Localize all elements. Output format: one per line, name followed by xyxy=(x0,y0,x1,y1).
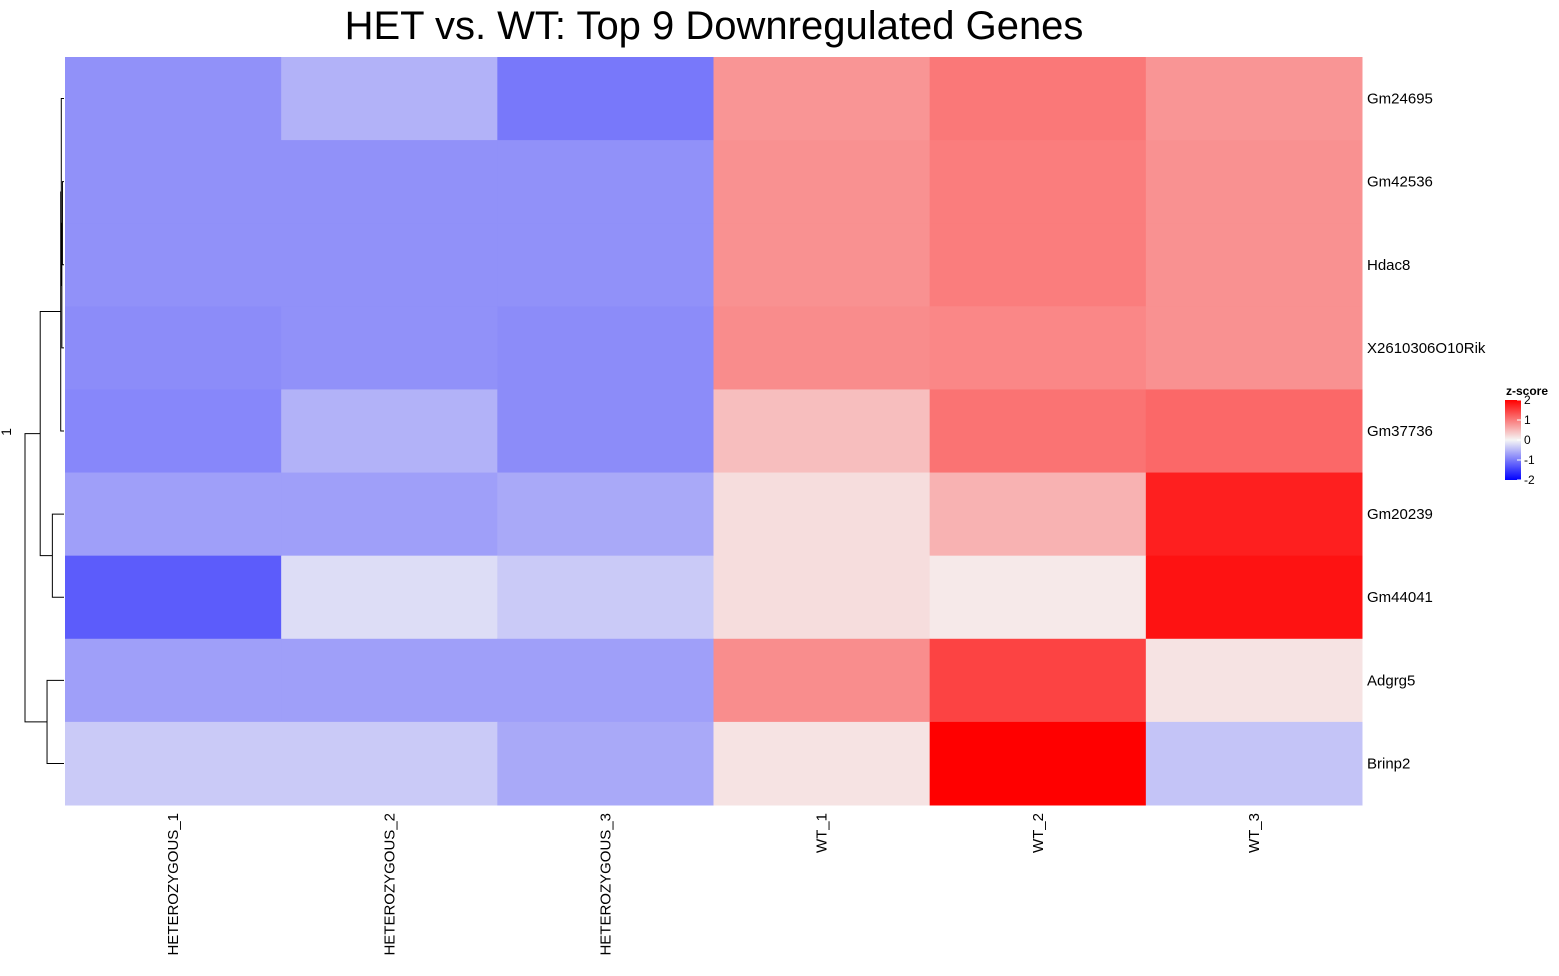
heatmap-cell xyxy=(929,389,1147,474)
heatmap-cell xyxy=(65,472,282,557)
heatmap-cell xyxy=(929,223,1147,307)
row-label: Adgrg5 xyxy=(1367,672,1415,689)
heatmap-cell xyxy=(497,721,714,806)
heatmap-cell xyxy=(929,555,1147,640)
heatmap-cell xyxy=(497,306,714,390)
heatmap-cell xyxy=(281,389,498,474)
dendrogram-branch xyxy=(24,433,48,723)
heatmap-cell xyxy=(65,721,282,806)
heatmap-cell xyxy=(281,638,498,723)
heatmap-cell xyxy=(497,140,714,224)
row-label: Gm37736 xyxy=(1367,423,1433,440)
row-label: X2610306O10Rik xyxy=(1367,340,1486,357)
heatmap-cell xyxy=(929,638,1147,723)
legend-tick-label: -1 xyxy=(1524,453,1535,467)
heatmap-cell xyxy=(713,555,931,640)
column-label: WT_2 xyxy=(1030,813,1047,853)
heatmap-cell xyxy=(713,223,931,307)
heatmap-cell xyxy=(497,389,714,474)
heatmap-cell xyxy=(65,306,282,390)
heatmap-cell xyxy=(1145,223,1363,307)
dendrogram-branch xyxy=(46,679,64,764)
column-label: HETEROZYGOUS_2 xyxy=(381,813,398,956)
heatmap-cell xyxy=(65,638,282,723)
heatmap-cell xyxy=(281,306,498,390)
heatmap-cell xyxy=(497,472,714,557)
heatmap-cell xyxy=(713,472,931,557)
heatmap-cell xyxy=(281,721,498,806)
color-legend: z-score 2 1 0 -1 -2 xyxy=(1505,384,1548,487)
row-label: Gm42536 xyxy=(1367,174,1433,191)
row-label: Gm44041 xyxy=(1367,589,1433,606)
heatmap-cell xyxy=(65,223,282,307)
legend-tick-label: -2 xyxy=(1524,473,1535,487)
heatmap-cell xyxy=(1145,389,1363,474)
heatmap-cell xyxy=(497,57,714,141)
heatmap-cell xyxy=(713,140,931,224)
heatmap-cell xyxy=(497,555,714,640)
dendrogram-branch xyxy=(61,181,64,266)
column-label: HETEROZYGOUS_1 xyxy=(165,813,182,956)
heatmap-cell xyxy=(1145,57,1363,141)
heatmap-cell xyxy=(65,555,282,640)
heatmap-cell xyxy=(65,389,282,474)
dendrogram-branch xyxy=(39,311,61,557)
heatmap-cell xyxy=(1145,472,1363,557)
column-label: WT_3 xyxy=(1246,813,1263,853)
legend-tick-label: 1 xyxy=(1524,413,1531,427)
heatmap-cell xyxy=(281,57,498,141)
legend-tick-label: 2 xyxy=(1524,393,1531,407)
heatmap-cell xyxy=(1145,555,1363,640)
column-labels: HETEROZYGOUS_1 HETEROZYGOUS_2 HETEROZYGOUS… xyxy=(165,813,1263,956)
row-label: Hdac8 xyxy=(1367,257,1410,274)
heatmap-cell xyxy=(281,223,498,307)
legend-ticks: 2 1 0 -1 -2 xyxy=(1517,393,1535,487)
column-label: WT_1 xyxy=(814,813,831,853)
chart-title: HET vs. WT: Top 9 Downregulated Genes xyxy=(344,4,1084,48)
heatmap-cell xyxy=(713,306,931,390)
heatmap-cell xyxy=(281,555,498,640)
dendrogram-branch xyxy=(51,513,64,598)
row-labels: Gm24695 Gm42536 Hdac8 X2610306O10Rik Gm37736… xyxy=(1367,91,1486,773)
heatmap-cell xyxy=(929,721,1147,806)
heatmap-cell xyxy=(497,223,714,307)
row-label: Gm24695 xyxy=(1367,91,1433,108)
heatmap-cell xyxy=(1145,140,1363,224)
heatmap-cell xyxy=(1145,306,1363,390)
column-label: HETEROZYGOUS_3 xyxy=(597,813,614,956)
heatmap-cell xyxy=(65,57,282,141)
heatmap-cell xyxy=(713,57,931,141)
heatmap-cell xyxy=(65,140,282,224)
heatmap-cells xyxy=(65,57,1363,806)
heatmap-cell xyxy=(929,57,1147,141)
heatmap-cell xyxy=(929,306,1147,390)
heatmap-cell xyxy=(1145,721,1363,806)
heatmap-cell xyxy=(281,140,498,224)
row-dendrogram: 1 xyxy=(0,98,64,764)
heatmap-cell xyxy=(281,472,498,557)
legend-tick-label: 0 xyxy=(1524,433,1531,447)
dendrogram-height-label: 1 xyxy=(0,428,14,436)
heatmap-cell xyxy=(713,389,931,474)
heatmap-cell xyxy=(1145,638,1363,723)
heatmap-cell xyxy=(929,472,1147,557)
heatmap-cell xyxy=(713,721,931,806)
legend-title: z-score xyxy=(1506,384,1548,398)
row-label: Brinp2 xyxy=(1367,755,1410,772)
heatmap-cell xyxy=(497,638,714,723)
heatmap-cell xyxy=(713,638,931,723)
heatmap-cell xyxy=(929,140,1147,224)
row-label: Gm20239 xyxy=(1367,506,1433,523)
